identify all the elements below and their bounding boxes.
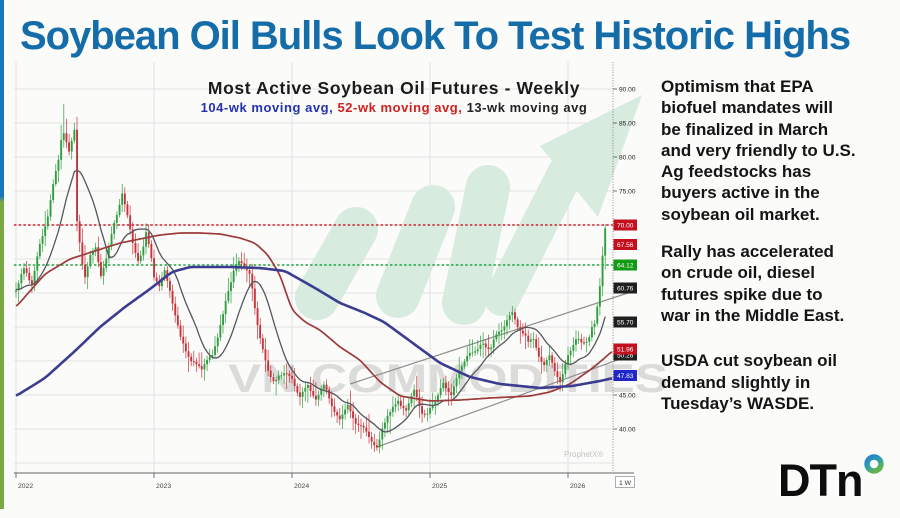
- svg-text:2022: 2022: [18, 483, 33, 490]
- svg-text:DTn: DTn: [778, 455, 862, 506]
- svg-text:50.26: 50.26: [617, 352, 634, 359]
- svg-text:60.76: 60.76: [617, 285, 634, 292]
- svg-text:64.12: 64.12: [617, 262, 634, 269]
- svg-text:55.70: 55.70: [617, 319, 634, 326]
- svg-text:2025: 2025: [432, 483, 447, 490]
- svg-text:47.83: 47.83: [617, 373, 634, 380]
- svg-text:80.00: 80.00: [619, 154, 636, 161]
- svg-text:2024: 2024: [294, 483, 309, 490]
- svg-text:90.00: 90.00: [619, 86, 636, 93]
- svg-text:2026: 2026: [570, 483, 585, 490]
- svg-text:2023: 2023: [156, 483, 171, 490]
- svg-text:40.00: 40.00: [619, 426, 636, 433]
- svg-text:ProphetX®: ProphetX®: [564, 450, 603, 459]
- svg-text:67.56: 67.56: [617, 242, 634, 249]
- svg-text:85.00: 85.00: [619, 120, 636, 127]
- svg-text:70.00: 70.00: [617, 222, 634, 229]
- svg-text:VN COMMODITIES: VN COMMODITIES: [228, 357, 668, 401]
- svg-text:1 W: 1 W: [619, 480, 632, 487]
- svg-text:75.00: 75.00: [619, 188, 636, 195]
- svg-text:51.96: 51.96: [617, 346, 634, 353]
- svg-text:45.00: 45.00: [619, 392, 636, 399]
